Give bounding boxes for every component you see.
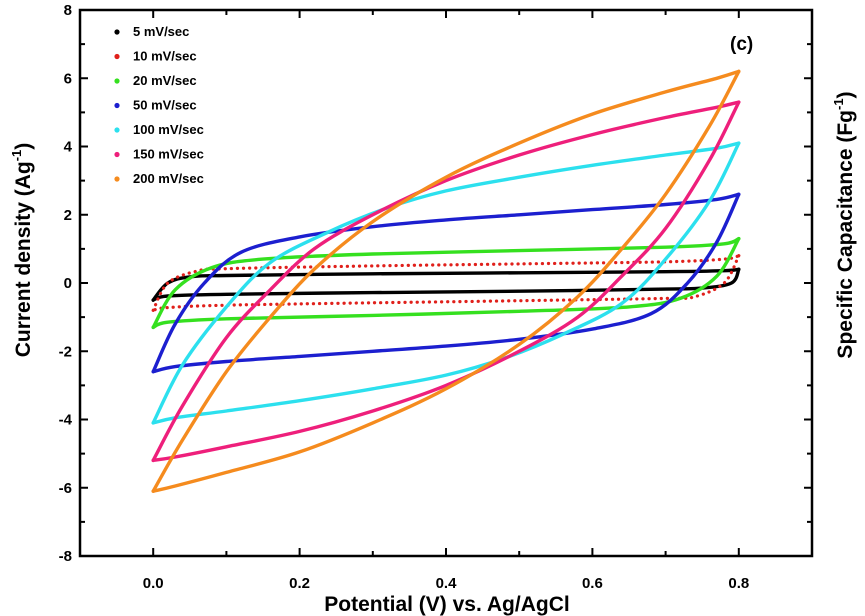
legend-label: 150 mV/sec xyxy=(133,147,204,162)
legend-label: 100 mV/sec xyxy=(133,122,204,137)
legend-marker xyxy=(114,151,120,158)
y-axis-title-end: ) xyxy=(12,143,35,150)
panel-label: (c) xyxy=(730,34,753,55)
legend-label: 50 mV/sec xyxy=(133,98,197,113)
legend-label: 5 mV/sec xyxy=(133,24,189,39)
x-tick-label: 0.0 xyxy=(143,575,164,592)
y-tick-label: 8 xyxy=(64,2,72,19)
series-7-cathodic-line xyxy=(151,69,741,493)
series-2-cathodic-line xyxy=(151,254,741,312)
series-4 xyxy=(151,192,741,374)
legend-marker xyxy=(114,102,120,109)
series-5-cathodic-line xyxy=(151,141,741,425)
legend-marker xyxy=(114,78,120,84)
y-axis-title: Current density (Ag-1) xyxy=(9,143,35,358)
y2-axis-title: Specific Capacitance (Fg-1) xyxy=(831,91,857,358)
legend-item-4: 50 mV/sec xyxy=(114,98,197,113)
legend: 5 mV/sec 10 mV/sec 20 mV/sec 50 mV/sec 100 m… xyxy=(114,24,204,186)
y-tick-label: -6 xyxy=(59,480,72,497)
series-4-cathodic-line xyxy=(151,192,741,374)
y-tick-label: 6 xyxy=(64,70,72,87)
x-tick-label: 0.8 xyxy=(728,575,749,592)
series-layer xyxy=(151,69,741,493)
legend-marker xyxy=(114,127,120,133)
legend-marker xyxy=(114,53,120,60)
y-tick-label: 2 xyxy=(64,207,72,224)
x-tick-label: 0.6 xyxy=(582,575,603,592)
legend-marker xyxy=(114,176,120,182)
x-tick-label: 0.2 xyxy=(289,575,310,592)
plot-frame xyxy=(78,8,814,558)
legend-item-1: 5 mV/sec xyxy=(114,24,189,39)
legend-item-5: 100 mV/sec xyxy=(114,122,204,137)
y-tick-label: 4 xyxy=(64,139,73,156)
legend-item-7: 200 mV/sec xyxy=(114,171,204,186)
legend-label: 20 mV/sec xyxy=(133,73,197,88)
series-3 xyxy=(151,236,741,330)
series-5-anodic-line xyxy=(151,141,741,425)
y-tick-label: -4 xyxy=(59,412,73,429)
x-axis-title: Potential (V) vs. Ag/AgCl xyxy=(324,593,569,616)
y-tick-label: 0 xyxy=(64,275,72,292)
series-6-cathodic-line xyxy=(151,100,741,463)
y-axis-title-sup: -1 xyxy=(9,150,24,162)
series-7-anodic-line xyxy=(151,69,741,493)
series-5 xyxy=(151,141,741,425)
legend-item-6: 150 mV/sec xyxy=(114,147,204,162)
series-3-anodic-line xyxy=(151,236,741,330)
y-tick-label: -8 xyxy=(59,548,72,565)
series-3-cathodic-line xyxy=(151,236,741,330)
axes-layer: 0.0 0.2 0.4 0.6 0.8 -8 -6 -4 -2 0 2 4 6 8 xyxy=(59,2,814,592)
series-2 xyxy=(151,254,741,312)
x-tick-label: 0.4 xyxy=(436,575,458,592)
legend-item-2: 10 mV/sec xyxy=(114,49,197,64)
series-4-anodic-line xyxy=(151,192,741,374)
y2-axis-title-text: Specific Capacitance (Fg xyxy=(834,110,857,359)
legend-label: 10 mV/sec xyxy=(133,49,197,64)
y2-axis-title-sup: -1 xyxy=(831,98,846,110)
legend-item-3: 20 mV/sec xyxy=(114,73,197,88)
y2-axis-title-end: ) xyxy=(834,91,857,98)
series-2-anodic-line xyxy=(151,254,741,312)
legend-marker xyxy=(114,29,120,35)
series-7 xyxy=(151,69,741,493)
y-tick-label: -2 xyxy=(59,343,72,360)
y-axis-title-text: Current density (Ag xyxy=(12,161,35,357)
legend-label: 200 mV/sec xyxy=(133,171,204,186)
